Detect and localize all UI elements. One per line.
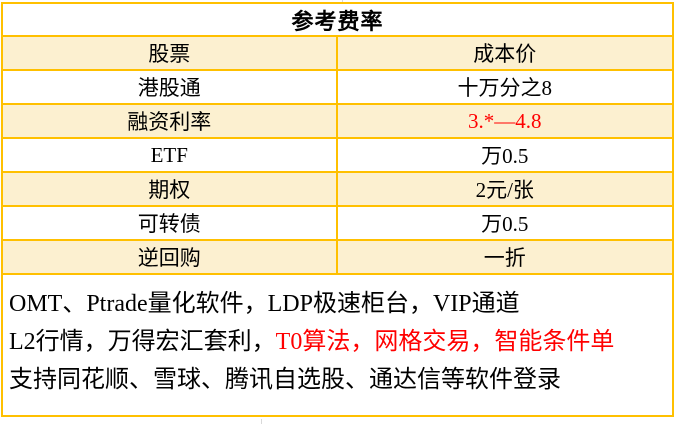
- row-label: 可转债: [3, 207, 338, 239]
- row-value: 万0.5: [481, 144, 529, 168]
- row-label: 期权: [3, 173, 338, 205]
- row-label: 逆回购: [3, 241, 338, 273]
- excel-gridline-top: [342, 0, 343, 2]
- table-row-reverse-repo: 逆回购 一折: [3, 239, 672, 273]
- table-row-hk-stock-connect: 港股通 十万分之8: [3, 69, 672, 103]
- table-row-options: 期权 2元/张: [3, 171, 672, 205]
- row-label: ETF: [3, 139, 338, 171]
- row-value: 一折: [483, 246, 526, 270]
- row-label: 股票: [3, 37, 338, 69]
- note-line-software: OMT、Ptrade量化软件，LDP极速柜台，VIP通道: [9, 291, 520, 317]
- row-value-highlighted: 3.*—4.8: [468, 108, 542, 133]
- note-line-login-support: 支持同花顺、雪球、腾讯自选股、通达信等软件登录: [9, 367, 561, 393]
- row-value: 十万分之8: [457, 76, 553, 100]
- table-title-row: 参考费率: [3, 4, 672, 35]
- row-value: 2元/张: [475, 178, 534, 202]
- note-line-features-highlight: T0算法，网格交易，智能条件单: [275, 329, 615, 355]
- row-label: 融资利率: [3, 105, 338, 137]
- excel-gridline-bottom: [261, 419, 262, 424]
- table-row-stock: 股票 成本价: [3, 35, 672, 69]
- promo-notes-block: OMT、Ptrade量化软件，LDP极速柜台，VIP通道 L2行情，万得宏汇套利…: [3, 273, 672, 415]
- row-value: 成本价: [473, 42, 537, 66]
- row-label: 港股通: [3, 71, 338, 103]
- table-row-margin-rate: 融资利率 3.*—4.8: [3, 103, 672, 137]
- row-value: 万0.5: [481, 212, 529, 236]
- table-row-convertible-bond: 可转债 万0.5: [3, 205, 672, 239]
- table-row-etf: ETF 万0.5: [3, 137, 672, 171]
- note-line-features: L2行情，万得宏汇套利，T0算法，网格交易，智能条件单: [9, 323, 666, 361]
- table-title: 参考费率: [291, 8, 384, 34]
- fee-table: 参考费率 股票 成本价 港股通 十万分之8 融资利率 3.*—4.8 ETF 万…: [1, 2, 674, 417]
- note-line-features-prefix: L2行情，万得宏汇套利，: [9, 329, 276, 355]
